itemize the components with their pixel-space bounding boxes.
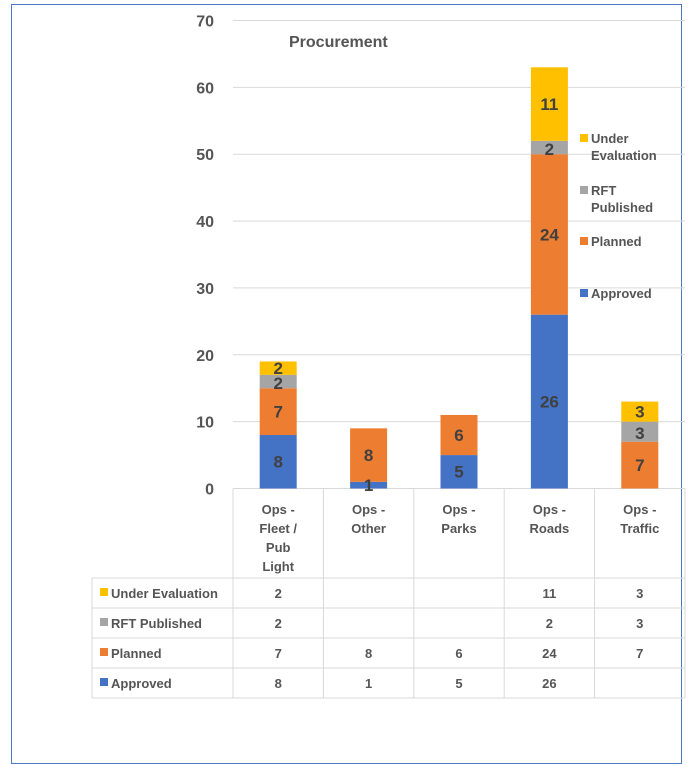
table-cell: 3 (636, 616, 643, 631)
x-category-label: Ops -Other (351, 502, 386, 536)
table-cell: 6 (455, 646, 462, 661)
data-label-rft-published: 3 (635, 424, 644, 443)
legend: Under Evaluation RFT Published Planned Approv… (580, 131, 657, 301)
data-label-approved: 8 (273, 453, 282, 472)
table-cell: 24 (542, 646, 557, 661)
data-table: Under Evaluation 2 11 3 RFT Published 2 2 3 Plan… (91, 488, 686, 699)
y-tick-label: 50 (196, 147, 214, 164)
bar-planned-ops-parks (440, 414, 478, 456)
table-row: Planned 7 8 6 24 7 (100, 646, 643, 661)
data-label-approved: 5 (454, 463, 463, 482)
gridlines (233, 20, 685, 489)
table-row-label: Under Evaluation (111, 586, 218, 601)
bar-rft-published-ops-traffic (621, 421, 659, 442)
bar-planned-ops-fleet-pub-light (259, 388, 297, 436)
table-cell: 1 (365, 676, 372, 691)
data-label-under-evaluation: 3 (635, 403, 644, 422)
table-swatch-rft-published (100, 618, 108, 626)
table-cell: 7 (636, 646, 643, 661)
y-tick-label: 30 (196, 281, 214, 298)
y-tick-label: 10 (196, 415, 214, 432)
data-label-under-evaluation: 2 (273, 359, 282, 378)
x-category-label: Ops -Roads (530, 502, 570, 536)
y-tick-label: 0 (205, 482, 214, 499)
bar-under-evaluation-ops-traffic (621, 401, 659, 422)
bar-planned-ops-other (350, 428, 388, 482)
data-label-planned: 7 (635, 456, 644, 475)
bar-approved-ops-fleet-pub-light (259, 435, 297, 489)
data-label-approved: 1 (364, 476, 373, 495)
table-cell: 8 (365, 646, 372, 661)
data-label-rft-published: 2 (273, 374, 282, 393)
bar-planned-ops-roads (530, 154, 568, 315)
chart-title: Procurement (289, 34, 388, 51)
legend-swatch-approved (580, 289, 588, 297)
data-label-planned: 8 (364, 446, 373, 465)
table-cell: 7 (275, 646, 282, 661)
data-label-rft-published: 2 (545, 140, 554, 159)
data-label-planned: 24 (540, 225, 559, 244)
table-cell: 11 (543, 586, 557, 601)
bar-under-evaluation-ops-fleet-pub-light (259, 361, 297, 375)
x-category-label: Ops -Parks (441, 502, 476, 536)
y-tick-label: 40 (196, 214, 214, 231)
table-swatch-planned (100, 648, 108, 656)
y-tick-label: 60 (196, 80, 214, 97)
bar-approved-ops-other (350, 481, 388, 489)
bars (259, 67, 659, 489)
bar-approved-ops-roads (530, 314, 568, 489)
x-category-label: Ops -Fleet / Pub Light (259, 502, 297, 574)
bar-under-evaluation-ops-roads (530, 67, 568, 141)
legend-label-under-evaluation: Under Evaluation (591, 131, 657, 163)
y-tick-label: 70 (196, 14, 214, 31)
table-row: Approved 8 1 5 26 (100, 676, 557, 691)
data-label-approved: 26 (540, 393, 559, 412)
table-row-label: Approved (111, 676, 172, 691)
bar-rft-published-ops-roads (530, 140, 568, 155)
bar-approved-ops-parks (440, 455, 478, 489)
table-cell: 3 (636, 586, 643, 601)
table-row-label: RFT Published (111, 616, 202, 631)
table-cell: 2 (546, 616, 553, 631)
table-cell: 2 (275, 616, 282, 631)
table-swatch-approved (100, 678, 108, 686)
x-category-label: Ops -Traffic (620, 502, 659, 536)
table-row: Under Evaluation 2 11 3 (100, 586, 643, 601)
table-row: RFT Published 2 2 3 (100, 616, 643, 631)
legend-swatch-under-evaluation (580, 134, 588, 142)
data-label-planned: 6 (454, 426, 463, 445)
legend-swatch-planned (580, 237, 588, 245)
data-label-under-evaluation: 11 (540, 95, 558, 114)
table-cell: 26 (542, 676, 556, 691)
legend-swatch-rft-published (580, 186, 588, 194)
legend-label-rft-published: RFT Published (591, 183, 653, 215)
bar-rft-published-ops-fleet-pub-light (259, 374, 297, 389)
table-cell: 2 (275, 586, 282, 601)
legend-label-approved: Approved (591, 286, 652, 301)
table-row-label: Planned (111, 646, 162, 661)
y-tick-label: 20 (196, 348, 214, 365)
table-cell: 5 (455, 676, 462, 691)
legend-label-planned: Planned (591, 234, 642, 249)
y-axis: 0 10 20 30 40 50 60 70 Ops -Fleet / Pub Light Ops -… (196, 14, 659, 575)
data-label-planned: 7 (273, 403, 282, 422)
table-swatch-under-evaluation (100, 588, 108, 596)
bar-planned-ops-traffic (621, 441, 659, 489)
table-cell: 8 (275, 676, 282, 691)
